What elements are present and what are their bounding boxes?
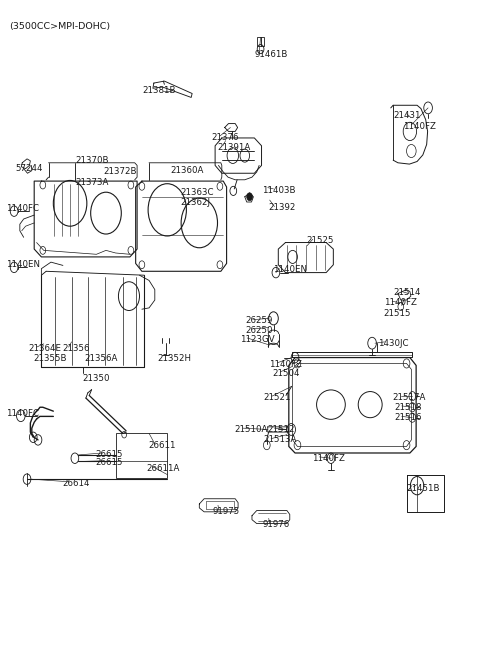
Text: 21356A: 21356A (84, 354, 118, 363)
Text: 21350: 21350 (82, 374, 109, 383)
Text: 1140EN: 1140EN (6, 260, 40, 269)
Text: 21360A: 21360A (170, 166, 204, 175)
Text: 1140FZ: 1140FZ (269, 360, 301, 369)
Bar (116, 434, 167, 478)
Text: 26615: 26615 (96, 458, 123, 466)
Text: 21512: 21512 (268, 425, 295, 434)
Text: 21376: 21376 (211, 134, 239, 142)
Text: 1140FZ: 1140FZ (403, 122, 436, 131)
Text: 21514: 21514 (393, 288, 420, 297)
Text: 21521: 21521 (263, 393, 290, 402)
Text: 11403B: 11403B (262, 186, 295, 195)
Text: 1140EN: 1140EN (273, 265, 307, 274)
Text: 26259: 26259 (246, 316, 273, 326)
Text: 21391A: 21391A (217, 143, 250, 152)
Text: 21363C: 21363C (180, 189, 214, 197)
Text: 91975: 91975 (212, 508, 240, 516)
Text: 21370B: 21370B (75, 157, 108, 165)
Text: 21355B: 21355B (33, 354, 67, 363)
Text: 1140FZ: 1140FZ (384, 298, 417, 307)
Text: 21525: 21525 (306, 236, 334, 245)
Text: 26611A: 26611A (147, 464, 180, 472)
Text: 21517A: 21517A (392, 393, 426, 402)
Text: 1140FC: 1140FC (6, 409, 39, 419)
Text: (3500CC>MPI-DOHC): (3500CC>MPI-DOHC) (9, 22, 110, 31)
Text: 26615: 26615 (96, 450, 123, 458)
Text: 21372B: 21372B (104, 168, 137, 176)
Text: 21352H: 21352H (157, 354, 192, 363)
Bar (257, 37, 264, 47)
Text: 21364E: 21364E (28, 344, 61, 353)
Text: 21356: 21356 (62, 344, 89, 353)
Text: 1140FZ: 1140FZ (312, 454, 345, 462)
Text: 91461B: 91461B (254, 50, 288, 59)
Text: 21510A: 21510A (234, 425, 268, 434)
Text: 1140FC: 1140FC (6, 204, 39, 213)
Circle shape (247, 193, 252, 200)
Text: 21431: 21431 (393, 111, 420, 120)
Text: 91976: 91976 (263, 520, 290, 529)
Text: 26614: 26614 (62, 479, 89, 487)
Text: 26250: 26250 (246, 326, 273, 335)
Text: 26611: 26611 (148, 441, 176, 449)
Text: 21451B: 21451B (407, 484, 440, 493)
Text: 57244: 57244 (15, 164, 43, 173)
Text: 21513A: 21513A (263, 436, 296, 445)
Text: 21504: 21504 (273, 369, 300, 378)
Text: 21373A: 21373A (75, 178, 108, 187)
Text: 21516: 21516 (394, 413, 421, 422)
Text: 21515: 21515 (384, 309, 411, 318)
Text: 21518: 21518 (394, 403, 421, 412)
Text: 21362J: 21362J (180, 198, 210, 206)
Text: 1430JC: 1430JC (378, 339, 408, 348)
Text: 21392: 21392 (269, 204, 296, 212)
Text: 21381B: 21381B (142, 86, 175, 96)
Text: 1123GV: 1123GV (240, 335, 275, 344)
